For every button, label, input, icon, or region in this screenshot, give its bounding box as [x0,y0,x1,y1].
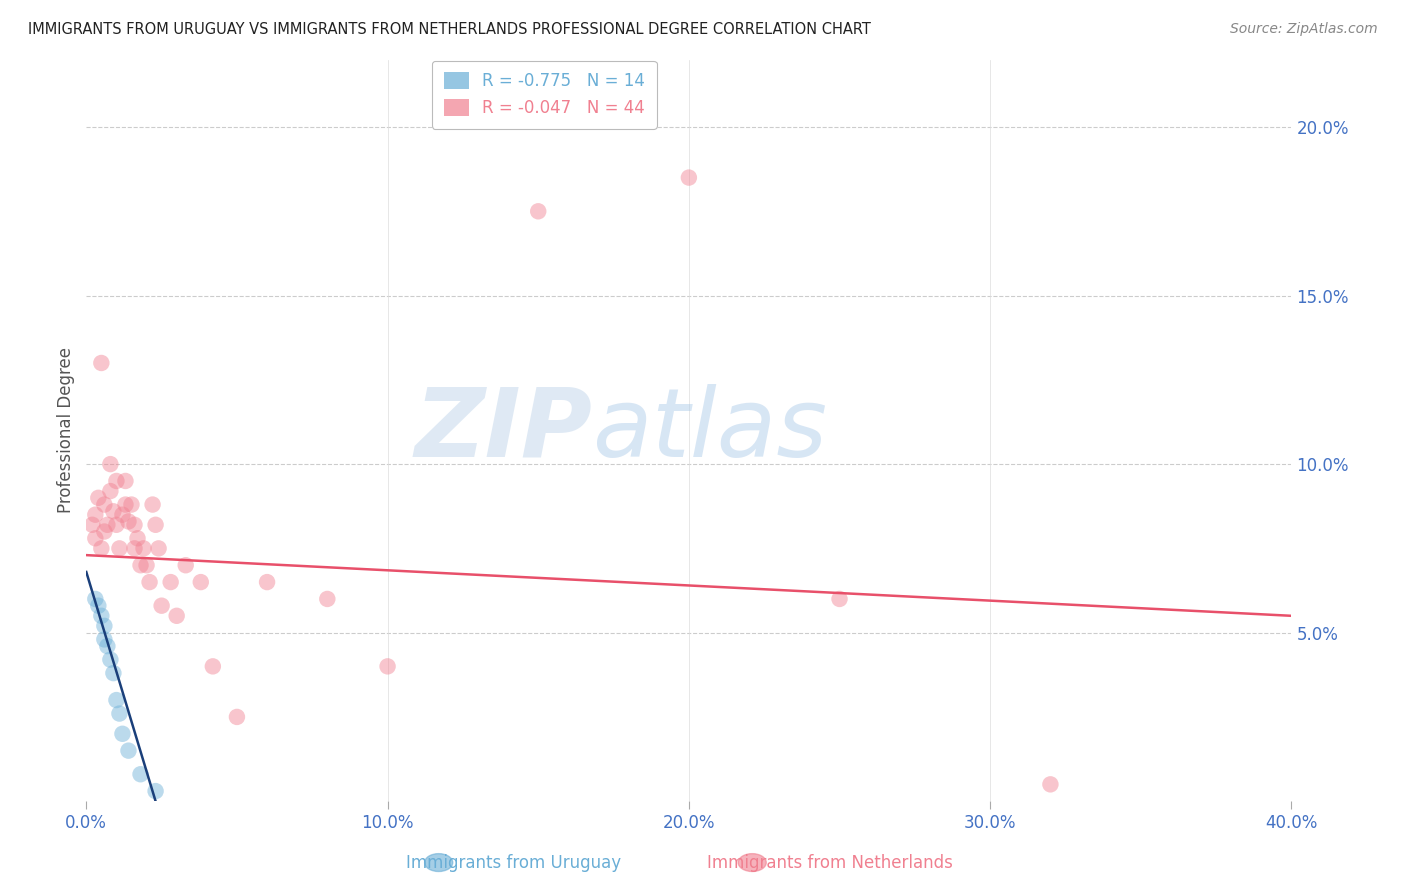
Point [100,457,122,471]
Point [96,517,118,532]
Point [93,632,115,647]
Point [84,531,107,545]
Point [93,498,115,512]
Point [111,727,134,741]
Point [90,356,112,370]
Point [100,484,122,499]
Point [129,767,152,781]
Y-axis label: Professional Degree: Professional Degree [58,347,75,514]
Point [226,710,249,724]
Point [1039,777,1062,791]
Point [82,517,104,532]
Point [142,498,165,512]
Point [138,575,160,590]
Point [90,608,112,623]
Point [166,608,188,623]
Point [87,491,110,505]
Point [108,541,131,556]
Point [87,599,110,613]
Point [84,508,107,522]
Point [105,517,128,532]
Point [150,599,173,613]
Point [114,498,136,512]
Point [124,517,146,532]
Point [105,474,128,488]
Point [828,591,851,606]
Point [100,652,122,666]
Point [132,541,155,556]
Point [256,575,278,590]
Point [145,517,167,532]
Point [111,508,134,522]
Point [108,706,131,721]
Point [124,541,146,556]
Point [316,591,339,606]
Point [114,474,136,488]
Point [129,558,152,573]
Point [201,659,224,673]
Point [174,558,197,573]
Point [127,531,149,545]
Point [148,541,170,556]
Point [135,558,157,573]
Point [103,666,125,681]
Text: Immigrants from Netherlands: Immigrants from Netherlands [707,855,952,872]
Text: atlas: atlas [592,384,828,477]
Point [117,515,139,529]
Text: Source: ZipAtlas.com: Source: ZipAtlas.com [1230,22,1378,37]
Point [377,659,399,673]
Text: Immigrants from Uruguay: Immigrants from Uruguay [405,855,621,872]
Point [105,693,128,707]
Point [103,504,125,518]
Text: ZIP: ZIP [415,384,592,477]
Point [90,541,112,556]
Text: IMMIGRANTS FROM URUGUAY VS IMMIGRANTS FROM NETHERLANDS PROFESSIONAL DEGREE CORRE: IMMIGRANTS FROM URUGUAY VS IMMIGRANTS FR… [28,22,870,37]
Point [84,591,107,606]
Point [121,498,143,512]
Point [93,619,115,633]
Point [145,784,167,798]
Point [96,639,118,653]
Point [678,170,700,185]
Point [190,575,212,590]
Legend: R = -0.775   N = 14, R = -0.047   N = 44: R = -0.775 N = 14, R = -0.047 N = 44 [432,61,657,128]
Point [159,575,181,590]
Point [527,204,550,219]
Point [117,744,139,758]
Point [93,524,115,539]
